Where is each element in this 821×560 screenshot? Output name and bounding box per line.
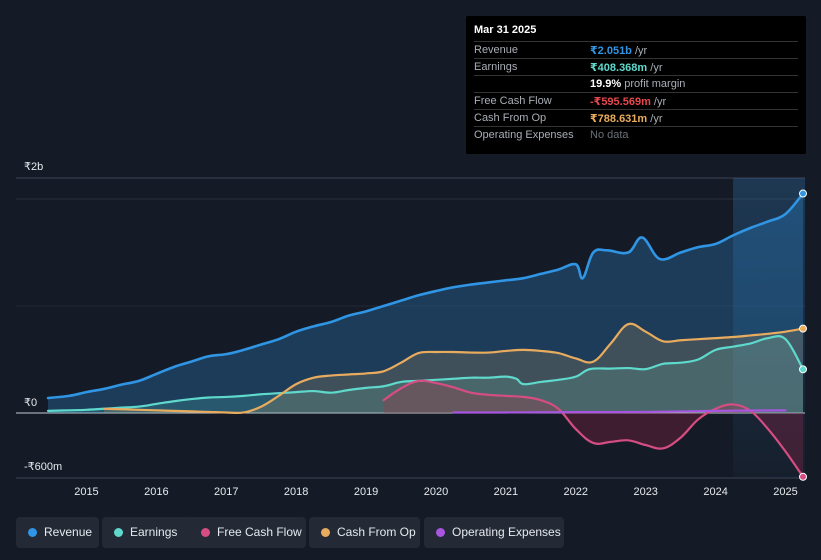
legend-item-free-cash-flow[interactable]: Free Cash Flow — [189, 517, 306, 548]
tooltip-row-label: Earnings — [474, 61, 518, 73]
tooltip-row-label: Revenue — [474, 44, 519, 56]
tooltip-row-label: Operating Expenses — [474, 129, 574, 141]
tooltip-panel: Mar 31 2025 Revenue ₹2.051b /yr Earnings ₹4… — [466, 16, 806, 154]
revenue-endpoint — [799, 189, 807, 198]
tooltip-row-unit: /yr — [631, 45, 648, 57]
tooltip-row-value: No data — [590, 129, 629, 141]
revenue-area — [48, 193, 803, 413]
legend-label: Cash From Op — [337, 525, 416, 539]
earnings-area — [48, 336, 803, 413]
tooltip-row-label: Cash From Op — [474, 112, 547, 124]
cash-from-op-area — [103, 323, 804, 413]
legend-label: Revenue — [44, 525, 93, 539]
y-tick-label: ₹0 — [24, 397, 37, 409]
x-tick-label: 2018 — [284, 486, 308, 498]
x-tick-label: 2021 — [494, 486, 518, 498]
legend-item-revenue[interactable]: Revenue — [16, 517, 99, 548]
tooltip-row-value: ₹2.051b /yr — [590, 45, 648, 57]
legend-dot-icon — [114, 528, 123, 537]
legend-label: Free Cash Flow — [217, 525, 302, 539]
tooltip-row: Earnings ₹408.368m /yr — [474, 58, 798, 76]
tooltip-row: Free Cash Flow -₹595.569m /yr — [474, 92, 798, 110]
revenue-line — [46, 192, 805, 400]
free-cash-flow-area — [383, 380, 803, 477]
x-tick-label: 2015 — [74, 486, 98, 498]
tooltip-row-value: ₹408.368m /yr — [590, 62, 663, 74]
y-tick-label: -₹600m — [24, 461, 62, 473]
tooltip-row-value: ₹788.631m /yr — [590, 113, 663, 125]
x-tick-label: 2017 — [214, 486, 238, 498]
free-cash-flow-line — [382, 379, 805, 478]
tooltip-row: Operating Expenses No data — [474, 126, 798, 144]
legend-label: Operating Expenses — [452, 525, 561, 539]
legend-item-earnings[interactable]: Earnings — [102, 517, 203, 548]
legend-item-operating-expenses[interactable]: Operating Expenses — [424, 517, 564, 548]
x-tick-label: 2020 — [424, 486, 448, 498]
highlight-region — [733, 178, 805, 478]
earnings-line — [46, 335, 805, 412]
free-cash-flow-endpoint — [799, 472, 807, 481]
tooltip-row: Revenue ₹2.051b /yr — [474, 41, 798, 59]
tooltip-row-label: Free Cash Flow — [474, 95, 552, 107]
y-tick-label: ₹2b — [24, 161, 43, 173]
legend-dot-icon — [436, 528, 445, 537]
cash-from-op-line — [102, 322, 805, 415]
tooltip-row: Cash From Op ₹788.631m /yr — [474, 109, 798, 127]
legend-dot-icon — [28, 528, 37, 537]
legend-dot-icon — [321, 528, 330, 537]
x-tick-label: 2022 — [564, 486, 588, 498]
tooltip-row-unit: profit margin — [621, 78, 686, 90]
cash-from-op-endpoint — [799, 324, 807, 333]
x-tick-label: 2016 — [144, 486, 168, 498]
x-tick-label: 2019 — [354, 486, 378, 498]
tooltip-row-value: -₹595.569m /yr — [590, 96, 667, 108]
tooltip-row-unit: /yr — [647, 113, 663, 125]
operating-expenses-line — [452, 409, 787, 414]
tooltip-row: 19.9% profit margin — [474, 75, 798, 93]
legend-dot-icon — [201, 528, 210, 537]
tooltip-row-unit: /yr — [647, 62, 663, 74]
x-tick-label: 2024 — [703, 486, 727, 498]
x-tick-label: 2025 — [773, 486, 797, 498]
legend-item-cash-from-op[interactable]: Cash From Op — [309, 517, 420, 548]
x-tick-label: 2023 — [633, 486, 657, 498]
earnings-endpoint — [799, 365, 807, 374]
legend-label: Earnings — [130, 525, 178, 539]
tooltip-row-value: 19.9% profit margin — [590, 78, 686, 90]
tooltip-row-unit: /yr — [650, 96, 667, 108]
tooltip-date: Mar 31 2025 — [474, 24, 537, 36]
